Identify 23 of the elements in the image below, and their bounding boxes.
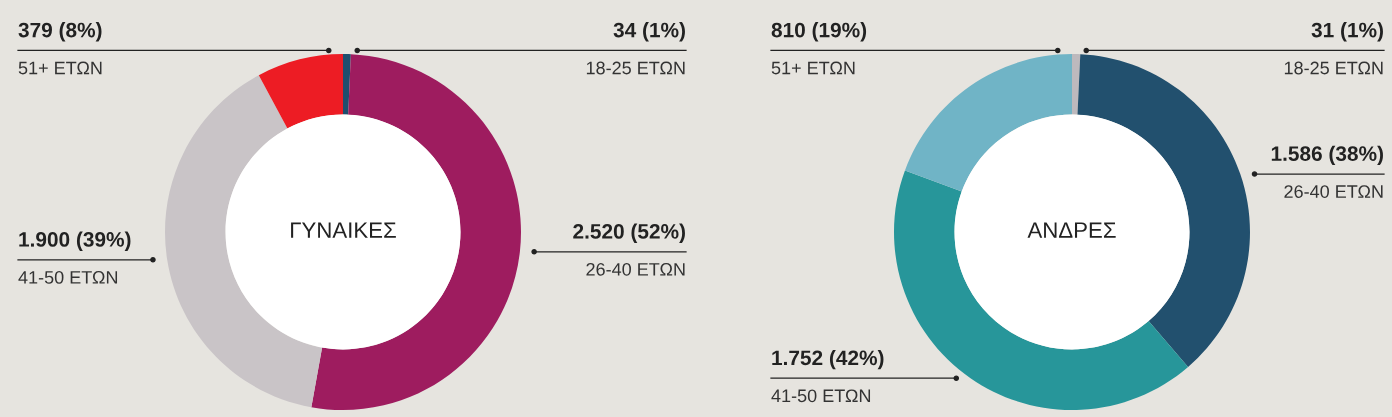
slice-label: 51+ ΕΤΩΝ (771, 61, 855, 75)
data-label: 34 (1%) (613, 22, 685, 42)
slice-label: 26-40 ΕΤΩΝ (1284, 185, 1383, 198)
donut-slice (904, 54, 1072, 192)
slice-label: 41-50 ΕΤΩΝ (18, 270, 118, 284)
donut-slice (343, 54, 351, 115)
donut-slice (258, 54, 343, 129)
data-label: 1.900 (39%) (19, 231, 131, 251)
text: ΑΝΔΡΕΣ (1027, 222, 1116, 238)
data-label: 379 (8%) (18, 22, 102, 42)
donut-slice (894, 170, 1189, 410)
data-label: 1.752 (42%) (772, 349, 884, 370)
slice-label: 18-25 ΕΤΩΝ (586, 61, 685, 75)
data-label: 31 (1%) (1311, 22, 1383, 42)
slice-label: 51+ ΕΤΩΝ (18, 61, 102, 75)
data-label: 1.586 (38%) (1271, 145, 1383, 166)
slice-label: 18-25 ΕΤΩΝ (1284, 61, 1383, 75)
data-label: 810 (19%) (771, 22, 867, 42)
slice-label: 26-40 ΕΤΩΝ (586, 262, 685, 276)
text: ΓΥΝΑΙΚΕΣ (291, 222, 396, 238)
data-label: 2.520 (52%) (573, 223, 685, 243)
donut-slice (1072, 54, 1081, 115)
slice-label: 41-50 ΕΤΩΝ (771, 389, 871, 403)
